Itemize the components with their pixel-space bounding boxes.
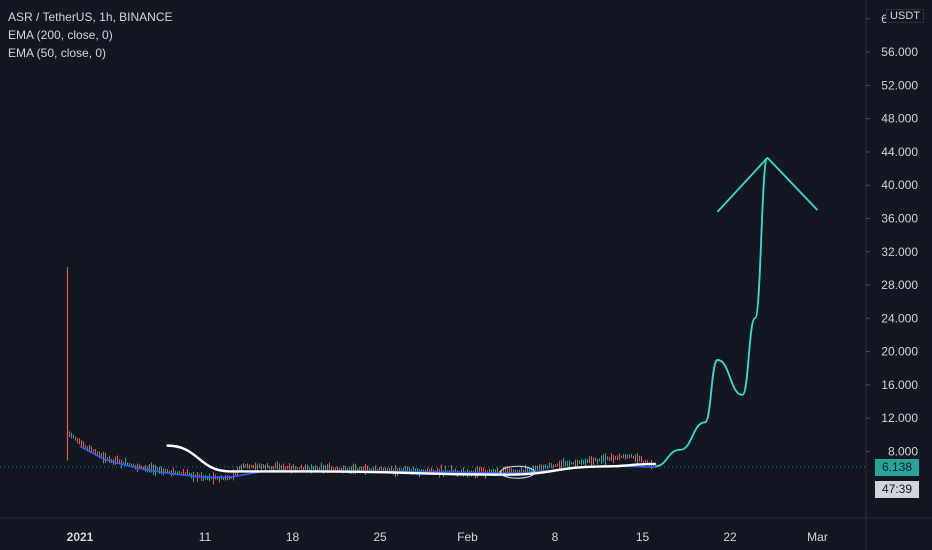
x-tick-label: 25 [373,530,387,544]
projection-line [654,156,769,468]
legend-symbol[interactable]: ASR / TetherUS, 1h, BINANCE [8,10,173,24]
y-tick-label: 8.000 [888,444,918,458]
support-curve [166,444,657,476]
y-tick-label: 20.000 [881,345,918,359]
arrow-head-left [716,157,769,213]
x-tick-label: Feb [457,530,478,544]
x-tick-label: 8 [552,530,559,544]
current-price-tag: 6.138 [875,458,919,476]
y-tick-label: 56.000 [881,45,918,59]
currency-label[interactable]: USDT [886,9,924,23]
x-tick-label: 11 [199,530,212,544]
y-tick-label: 52.000 [881,78,918,92]
x-tick-label: 22 [723,530,737,544]
ema-50-line [79,445,656,478]
y-tick-label: 44.000 [881,145,918,159]
y-tick-label: 40.000 [881,178,918,192]
legend-ema-200[interactable]: EMA (200, close, 0) [8,28,113,42]
chart-legend: ASR / TetherUS, 1h, BINANCE EMA (200, cl… [8,8,173,62]
y-tick-label: 28.000 [881,278,918,292]
y-tick-label: 16.000 [881,378,918,392]
y-tick-label: 24.000 [881,311,918,325]
arrow-head-right [766,157,819,211]
user-drawings [166,156,819,479]
y-tick-label: 48.000 [881,112,918,126]
y-tick-label: 32.000 [881,245,918,259]
bar-countdown-tag: 47:39 [875,480,919,498]
highlight-ellipse [500,465,535,479]
x-tick-label: 2021 [67,530,94,544]
x-tick-label: 18 [286,530,300,544]
x-tick-label: 15 [636,530,650,544]
chart-series [79,445,656,478]
y-tick-label: 36.000 [881,211,918,225]
x-tick-label: Mar [807,530,828,544]
legend-ema-50[interactable]: EMA (50, close, 0) [8,46,107,60]
y-tick-label: 12.000 [881,411,918,425]
